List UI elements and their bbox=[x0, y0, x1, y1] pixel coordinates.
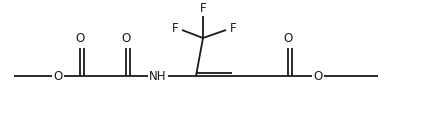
Text: F: F bbox=[200, 2, 206, 14]
Text: NH: NH bbox=[149, 70, 167, 83]
Text: O: O bbox=[283, 31, 293, 45]
Text: F: F bbox=[230, 22, 236, 35]
Text: O: O bbox=[53, 70, 63, 83]
Text: F: F bbox=[172, 22, 179, 35]
Text: O: O bbox=[313, 70, 323, 83]
Text: O: O bbox=[121, 31, 131, 45]
Text: O: O bbox=[75, 31, 85, 45]
